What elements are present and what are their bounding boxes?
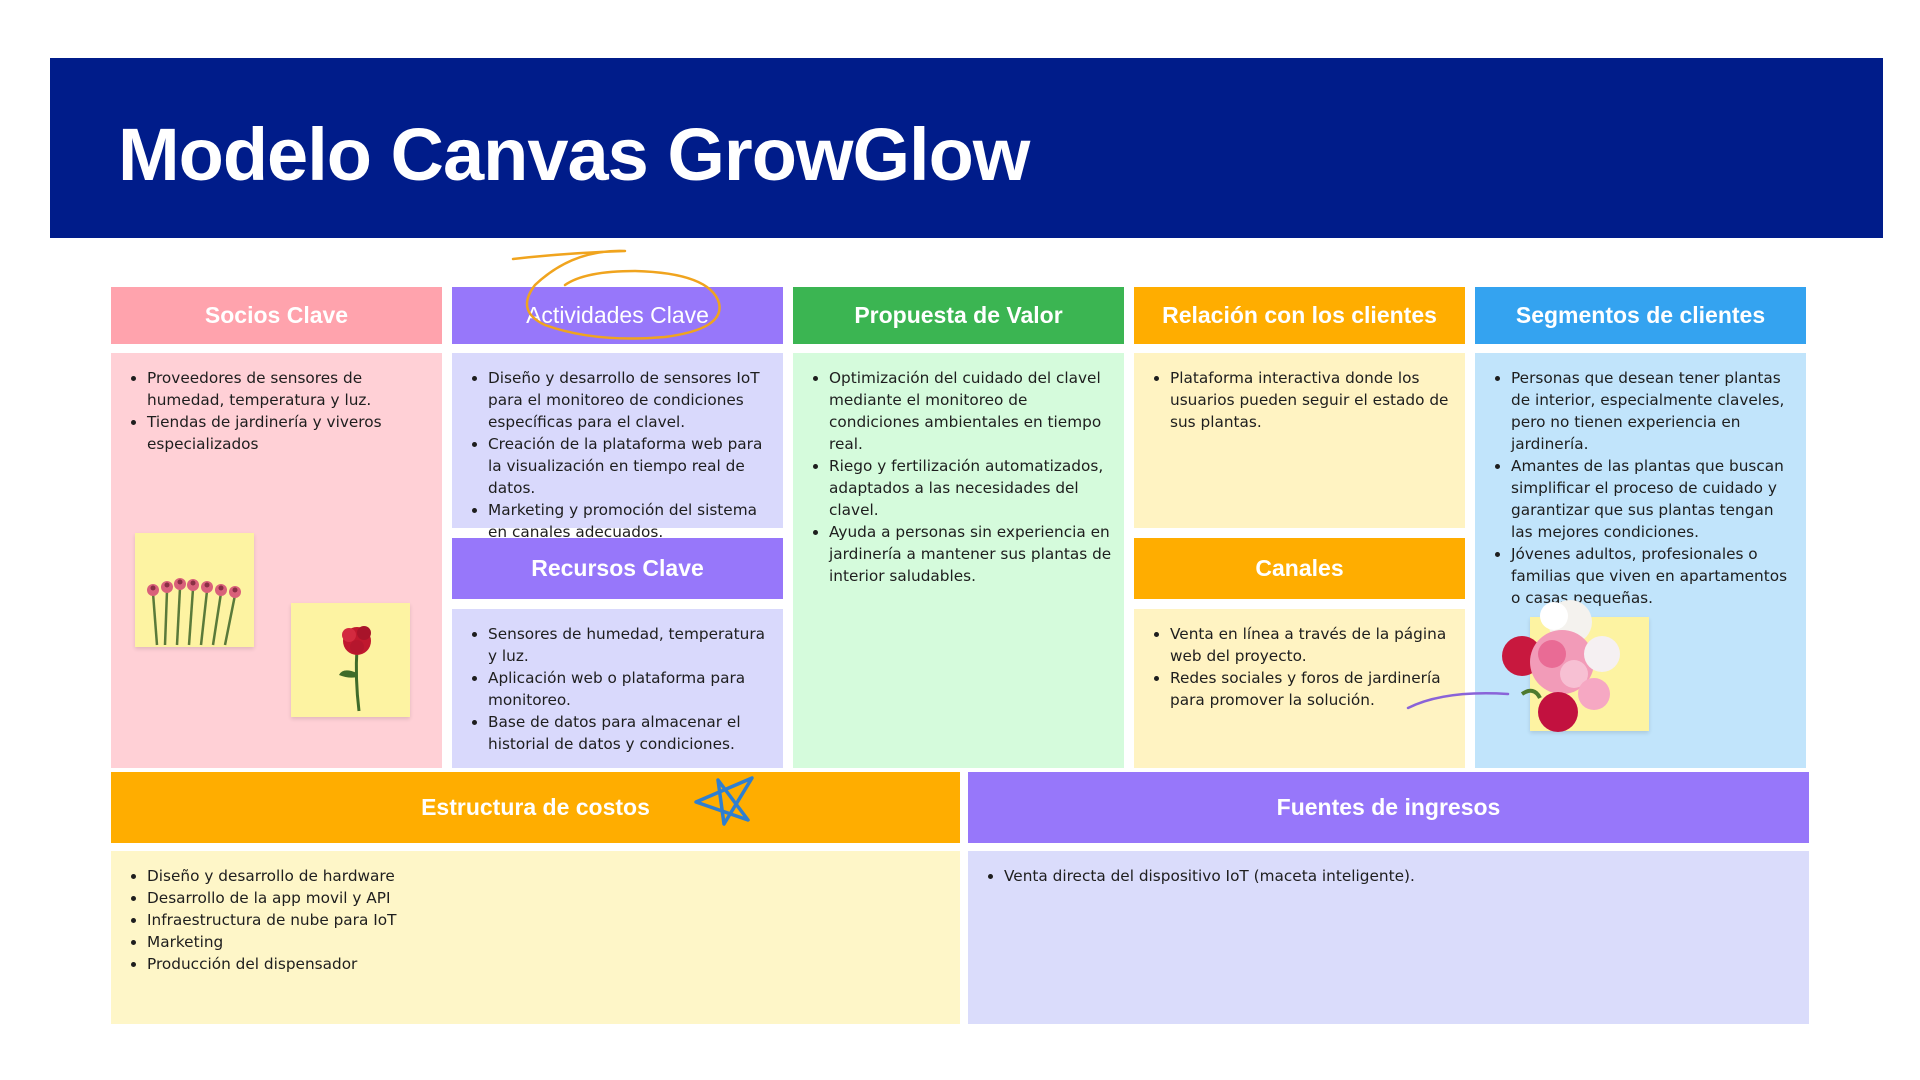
propuesta-list: Optimización del cuidado del clavel medi… [803, 367, 1114, 587]
actividades-title: Actividades Clave [526, 302, 709, 328]
propuesta-title: Propuesta de Valor [854, 302, 1063, 328]
list-item: Sensores de humedad, temperatura y luz. [488, 623, 773, 667]
list-item: Venta en línea a través de la página web… [1170, 623, 1455, 667]
canales-header: Canales [1134, 538, 1465, 599]
carnation-bouquet-photo [1502, 600, 1620, 732]
recursos-header: Recursos Clave [452, 538, 783, 599]
title-banner: Modelo Canvas GrowGlow [50, 58, 1883, 238]
segmentos-list: Personas que desean tener plantas de int… [1485, 367, 1796, 609]
propuesta-header: Propuesta de Valor [793, 287, 1124, 344]
carnation-row-photo [147, 578, 241, 646]
costos-panel: Diseño y desarrollo de hardware Desarrol… [111, 851, 960, 1024]
list-item: Base de datos para almacenar el historia… [488, 711, 773, 755]
actividades-list: Diseño y desarrollo de sensores IoT para… [462, 367, 773, 543]
canales-list: Venta en línea a través de la página web… [1144, 623, 1455, 711]
red-carnation-photo [339, 626, 371, 712]
relacion-header: Relación con los clientes [1134, 287, 1465, 344]
propuesta-panel: Optimización del cuidado del clavel medi… [793, 353, 1124, 768]
costos-title: Estructura de costos [421, 794, 650, 820]
list-item: Redes sociales y foros de jardinería par… [1170, 667, 1455, 711]
segmentos-title: Segmentos de clientes [1515, 302, 1766, 328]
list-item: Diseño y desarrollo de sensores IoT para… [488, 367, 773, 433]
list-item: Infraestructura de nube para IoT [147, 909, 950, 931]
list-item: Amantes de las plantas que buscan simpli… [1511, 455, 1796, 543]
list-item: Aplicación web o plataforma para monitor… [488, 667, 773, 711]
list-item: Ayuda a personas sin experiencia en jard… [829, 521, 1114, 587]
actividades-header: Actividades Clave [452, 287, 783, 344]
list-item: Marketing y promoción del sistema en can… [488, 499, 773, 543]
star-doodle [694, 776, 754, 826]
list-item: Desarrollo de la app movil y API [147, 887, 950, 909]
ingresos-header: Fuentes de ingresos [968, 772, 1809, 843]
costos-header: Estructura de costos [111, 772, 960, 843]
actividades-panel: Diseño y desarrollo de sensores IoT para… [452, 353, 783, 541]
arrow-doodle [1406, 692, 1510, 710]
socios-list: Proveedores de sensores de humedad, temp… [121, 367, 432, 455]
page-title: Modelo Canvas GrowGlow [118, 113, 1030, 196]
list-item: Personas que desean tener plantas de int… [1511, 367, 1796, 455]
sticky-note-red-carnation [291, 603, 410, 717]
list-item: Producción del dispensador [147, 953, 950, 975]
socios-header: Socios Clave [111, 287, 442, 344]
sticky-note-carnation-row [135, 533, 254, 647]
list-item: Creación de la plataforma web para la vi… [488, 433, 773, 499]
segmentos-header: Segmentos de clientes [1475, 287, 1806, 344]
circle-doodle [511, 249, 721, 340]
list-item: Tiendas de jardinería y viveros especial… [147, 411, 432, 455]
ingresos-panel: Venta directa del dispositivo IoT (macet… [968, 851, 1809, 1024]
recursos-panel: Sensores de humedad, temperatura y luz. … [452, 609, 783, 768]
canales-panel: Venta en línea a través de la página web… [1134, 609, 1465, 768]
socios-title: Socios Clave [204, 302, 349, 328]
recursos-list: Sensores de humedad, temperatura y luz. … [462, 623, 773, 755]
list-item: Diseño y desarrollo de hardware [147, 865, 950, 887]
relacion-title: Relación con los clientes [1162, 302, 1437, 328]
costos-list: Diseño y desarrollo de hardware Desarrol… [121, 865, 950, 975]
ingresos-title: Fuentes de ingresos [1276, 794, 1501, 820]
relacion-list: Plataforma interactiva donde los usuario… [1144, 367, 1455, 433]
list-item: Riego y fertilización automatizados, ada… [829, 455, 1114, 521]
list-item: Optimización del cuidado del clavel medi… [829, 367, 1114, 455]
list-item: Jóvenes adultos, profesionales o familia… [1511, 543, 1796, 609]
list-item: Plataforma interactiva donde los usuario… [1170, 367, 1455, 433]
list-item: Marketing [147, 931, 950, 953]
ingresos-list: Venta directa del dispositivo IoT (macet… [978, 865, 1799, 887]
canales-title: Canales [1255, 555, 1344, 581]
recursos-title: Recursos Clave [531, 555, 704, 581]
list-item: Proveedores de sensores de humedad, temp… [147, 367, 432, 411]
list-item: Venta directa del dispositivo IoT (macet… [1004, 865, 1799, 887]
relacion-panel: Plataforma interactiva donde los usuario… [1134, 353, 1465, 528]
